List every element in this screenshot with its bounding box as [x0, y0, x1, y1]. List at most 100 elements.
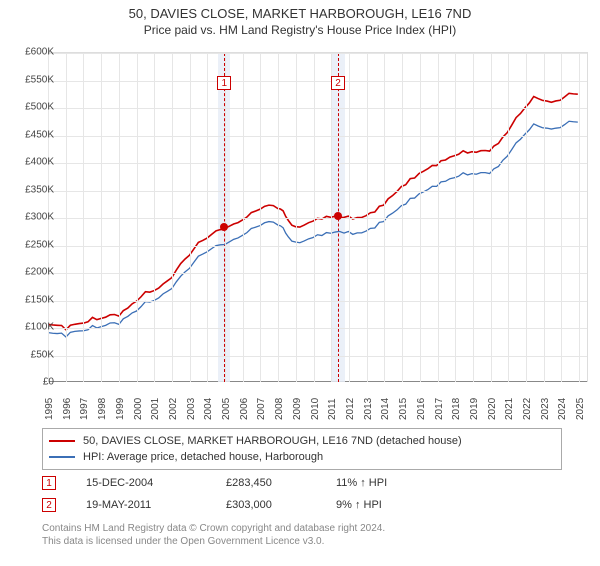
- x-tick-label: 2005: [221, 398, 232, 420]
- gridline-x: [402, 53, 403, 382]
- event-delta: 11% ↑ HPI: [336, 477, 436, 489]
- x-tick-label: 1999: [115, 398, 126, 420]
- x-tick-label: 2017: [434, 398, 445, 420]
- x-tick-label: 1997: [79, 398, 90, 420]
- gridline-x: [83, 53, 84, 382]
- event-row: 2 19-MAY-2011 £303,000 9% ↑ HPI: [42, 494, 562, 516]
- y-tick-label: £250K: [10, 239, 54, 250]
- y-tick-label: £550K: [10, 74, 54, 85]
- gridline-x: [438, 53, 439, 382]
- legend-swatch: [49, 440, 75, 442]
- x-tick-label: 2025: [575, 398, 586, 420]
- event-marker-box: 2: [42, 498, 56, 512]
- y-tick-label: £50K: [10, 349, 54, 360]
- event-marker-box: 1: [42, 476, 56, 490]
- gridline-x: [579, 53, 580, 382]
- gridline-x: [101, 53, 102, 382]
- x-tick-label: 2007: [256, 398, 267, 420]
- event-marker-box: 2: [331, 76, 345, 90]
- y-tick-label: £300K: [10, 212, 54, 223]
- x-tick-label: 1998: [97, 398, 108, 420]
- gridline-x: [137, 53, 138, 382]
- gridline-x: [260, 53, 261, 382]
- gridline-x: [190, 53, 191, 382]
- gridline-x: [66, 53, 67, 382]
- gridline-x: [384, 53, 385, 382]
- gridline-x: [119, 53, 120, 382]
- gridline-x: [420, 53, 421, 382]
- legend: 50, DAVIES CLOSE, MARKET HARBOROUGH, LE1…: [42, 428, 562, 470]
- gridline-x: [367, 53, 368, 382]
- event-marker-box: 1: [217, 76, 231, 90]
- gridline-y: [48, 328, 587, 329]
- x-tick-label: 2012: [345, 398, 356, 420]
- x-tick-label: 2020: [487, 398, 498, 420]
- x-tick-label: 2010: [310, 398, 321, 420]
- event-marker-dot: [220, 223, 228, 231]
- gridline-x: [243, 53, 244, 382]
- event-date: 15-DEC-2004: [86, 477, 196, 489]
- x-tick-label: 2004: [203, 398, 214, 420]
- gridline-x: [314, 53, 315, 382]
- x-tick-label: 2019: [469, 398, 480, 420]
- chart-subtitle: Price paid vs. HM Land Registry's House …: [0, 23, 600, 37]
- y-tick-label: £450K: [10, 129, 54, 140]
- y-tick-label: £500K: [10, 102, 54, 113]
- legend-item: 50, DAVIES CLOSE, MARKET HARBOROUGH, LE1…: [49, 433, 555, 449]
- gridline-x: [296, 53, 297, 382]
- x-tick-label: 2008: [274, 398, 285, 420]
- y-tick-label: £150K: [10, 294, 54, 305]
- y-tick-label: £100K: [10, 322, 54, 333]
- gridline-y: [48, 81, 587, 82]
- gridline-y: [48, 108, 587, 109]
- x-tick-label: 2024: [557, 398, 568, 420]
- x-tick-label: 2011: [327, 398, 338, 420]
- gridline-y: [48, 356, 587, 357]
- y-tick-label: £400K: [10, 157, 54, 168]
- gridline-x: [172, 53, 173, 382]
- x-tick-label: 2022: [522, 398, 533, 420]
- event-delta: 9% ↑ HPI: [336, 499, 436, 511]
- x-tick-label: 2021: [504, 398, 515, 420]
- chart-title: 50, DAVIES CLOSE, MARKET HARBOROUGH, LE1…: [0, 6, 600, 21]
- footer-line: This data is licensed under the Open Gov…: [42, 535, 562, 548]
- x-tick-label: 2000: [133, 398, 144, 420]
- x-tick-label: 2018: [451, 398, 462, 420]
- x-tick-label: 2013: [363, 398, 374, 420]
- gridline-y: [48, 163, 587, 164]
- x-tick-label: 2016: [416, 398, 427, 420]
- gridline-y: [48, 246, 587, 247]
- event-date: 19-MAY-2011: [86, 499, 196, 511]
- gridline-x: [207, 53, 208, 382]
- x-tick-label: 2002: [168, 398, 179, 420]
- legend-swatch: [49, 456, 75, 458]
- gridline-y: [48, 218, 587, 219]
- gridline-y: [48, 191, 587, 192]
- gridline-y: [48, 53, 587, 54]
- gridline-y: [48, 136, 587, 137]
- gridline-x: [331, 53, 332, 382]
- y-tick-label: £600K: [10, 47, 54, 58]
- gridline-x: [455, 53, 456, 382]
- gridline-x: [473, 53, 474, 382]
- gridline-x: [154, 53, 155, 382]
- gridline-y: [48, 273, 587, 274]
- x-tick-label: 2001: [150, 398, 161, 420]
- x-tick-label: 2003: [186, 398, 197, 420]
- gridline-y: [48, 301, 587, 302]
- x-tick-label: 2015: [398, 398, 409, 420]
- y-tick-label: £350K: [10, 184, 54, 195]
- footer: Contains HM Land Registry data © Crown c…: [42, 522, 562, 548]
- events-table: 1 15-DEC-2004 £283,450 11% ↑ HPI 2 19-MA…: [42, 472, 562, 516]
- x-tick-label: 2006: [239, 398, 250, 420]
- x-tick-label: 2009: [292, 398, 303, 420]
- gridline-x: [544, 53, 545, 382]
- gridline-x: [526, 53, 527, 382]
- gridline-x: [561, 53, 562, 382]
- event-row: 1 15-DEC-2004 £283,450 11% ↑ HPI: [42, 472, 562, 494]
- plot-area: 12: [48, 52, 588, 382]
- legend-label: HPI: Average price, detached house, Harb…: [83, 451, 323, 463]
- gridline-x: [508, 53, 509, 382]
- legend-label: 50, DAVIES CLOSE, MARKET HARBOROUGH, LE1…: [83, 435, 462, 447]
- event-price: £303,000: [226, 499, 306, 511]
